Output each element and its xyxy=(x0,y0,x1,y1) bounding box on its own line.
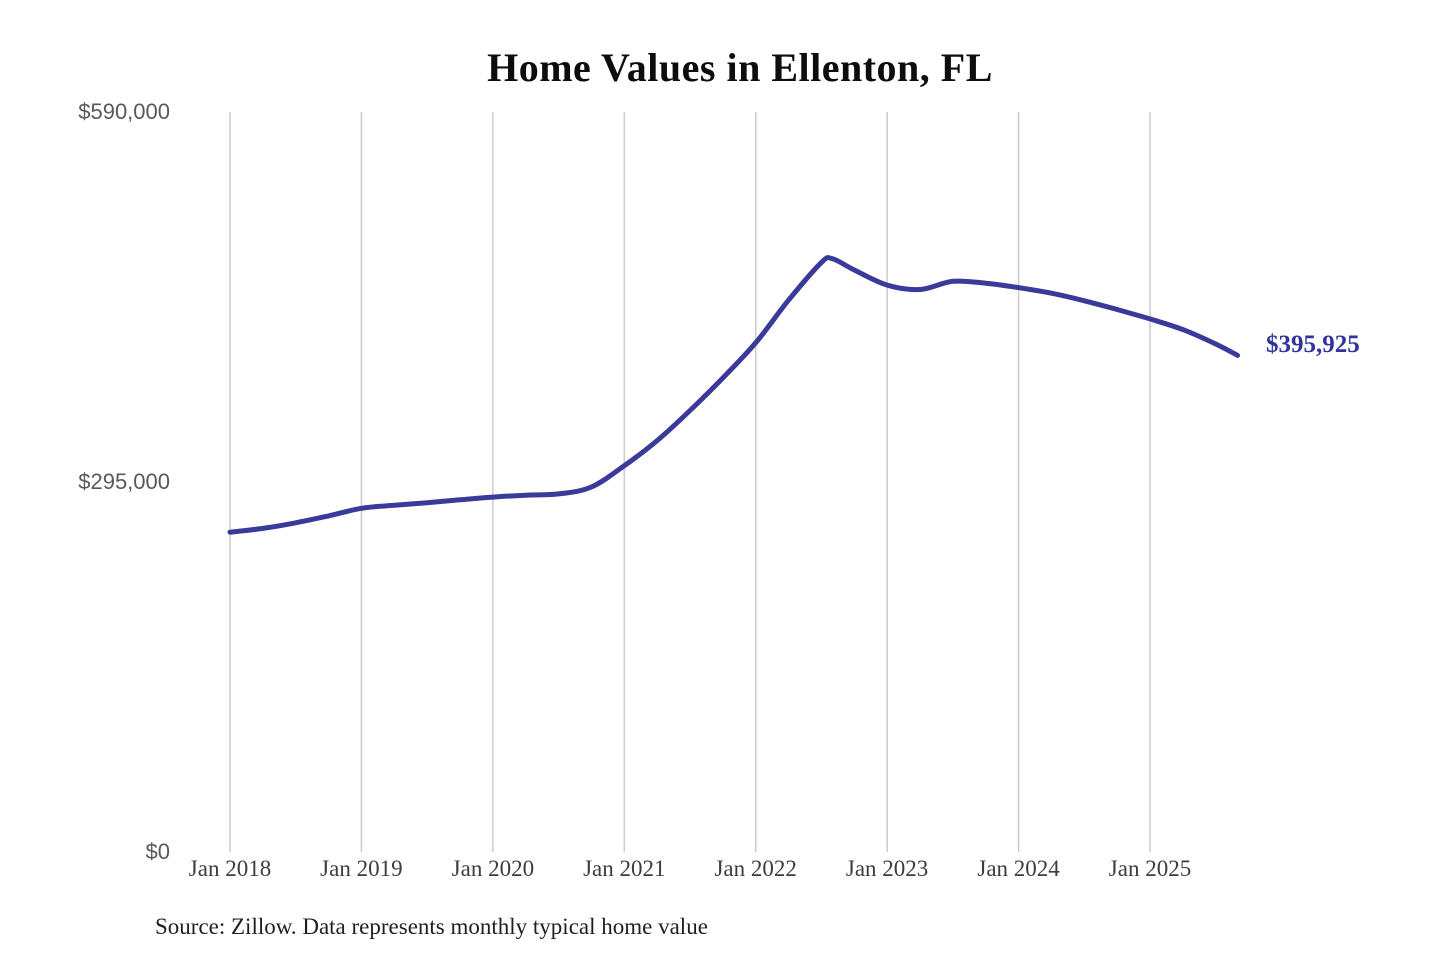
home-value-line-series xyxy=(227,255,1241,535)
x-axis-tick-jan-2023: Jan 2023 xyxy=(845,856,929,881)
vertical-gridlines xyxy=(229,112,1151,852)
latest-value-label: $395,925 xyxy=(1266,331,1360,359)
x-axis-tick-jan-2025: Jan 2025 xyxy=(1108,856,1192,881)
source-attribution: Source: Zillow. Data represents monthly … xyxy=(155,914,708,939)
y-axis-tick-590000: $590,000 xyxy=(78,99,170,124)
x-axis-tick-jan-2021: Jan 2021 xyxy=(583,856,666,881)
x-axis-tick-jan-2022: Jan 2022 xyxy=(714,856,797,881)
x-axis-tick-jan-2020: Jan 2020 xyxy=(451,856,535,881)
x-axis-tick-jan-2024: Jan 2024 xyxy=(977,856,1060,881)
chart-title: Home Values in Ellenton, FL xyxy=(487,45,993,90)
x-axis-tick-jan-2019: Jan 2019 xyxy=(320,856,403,881)
y-axis-tick-0: $0 xyxy=(145,839,170,864)
y-axis-tick-295000: $295,000 xyxy=(78,469,170,494)
x-axis-tick-jan-2018: Jan 2018 xyxy=(188,856,272,881)
